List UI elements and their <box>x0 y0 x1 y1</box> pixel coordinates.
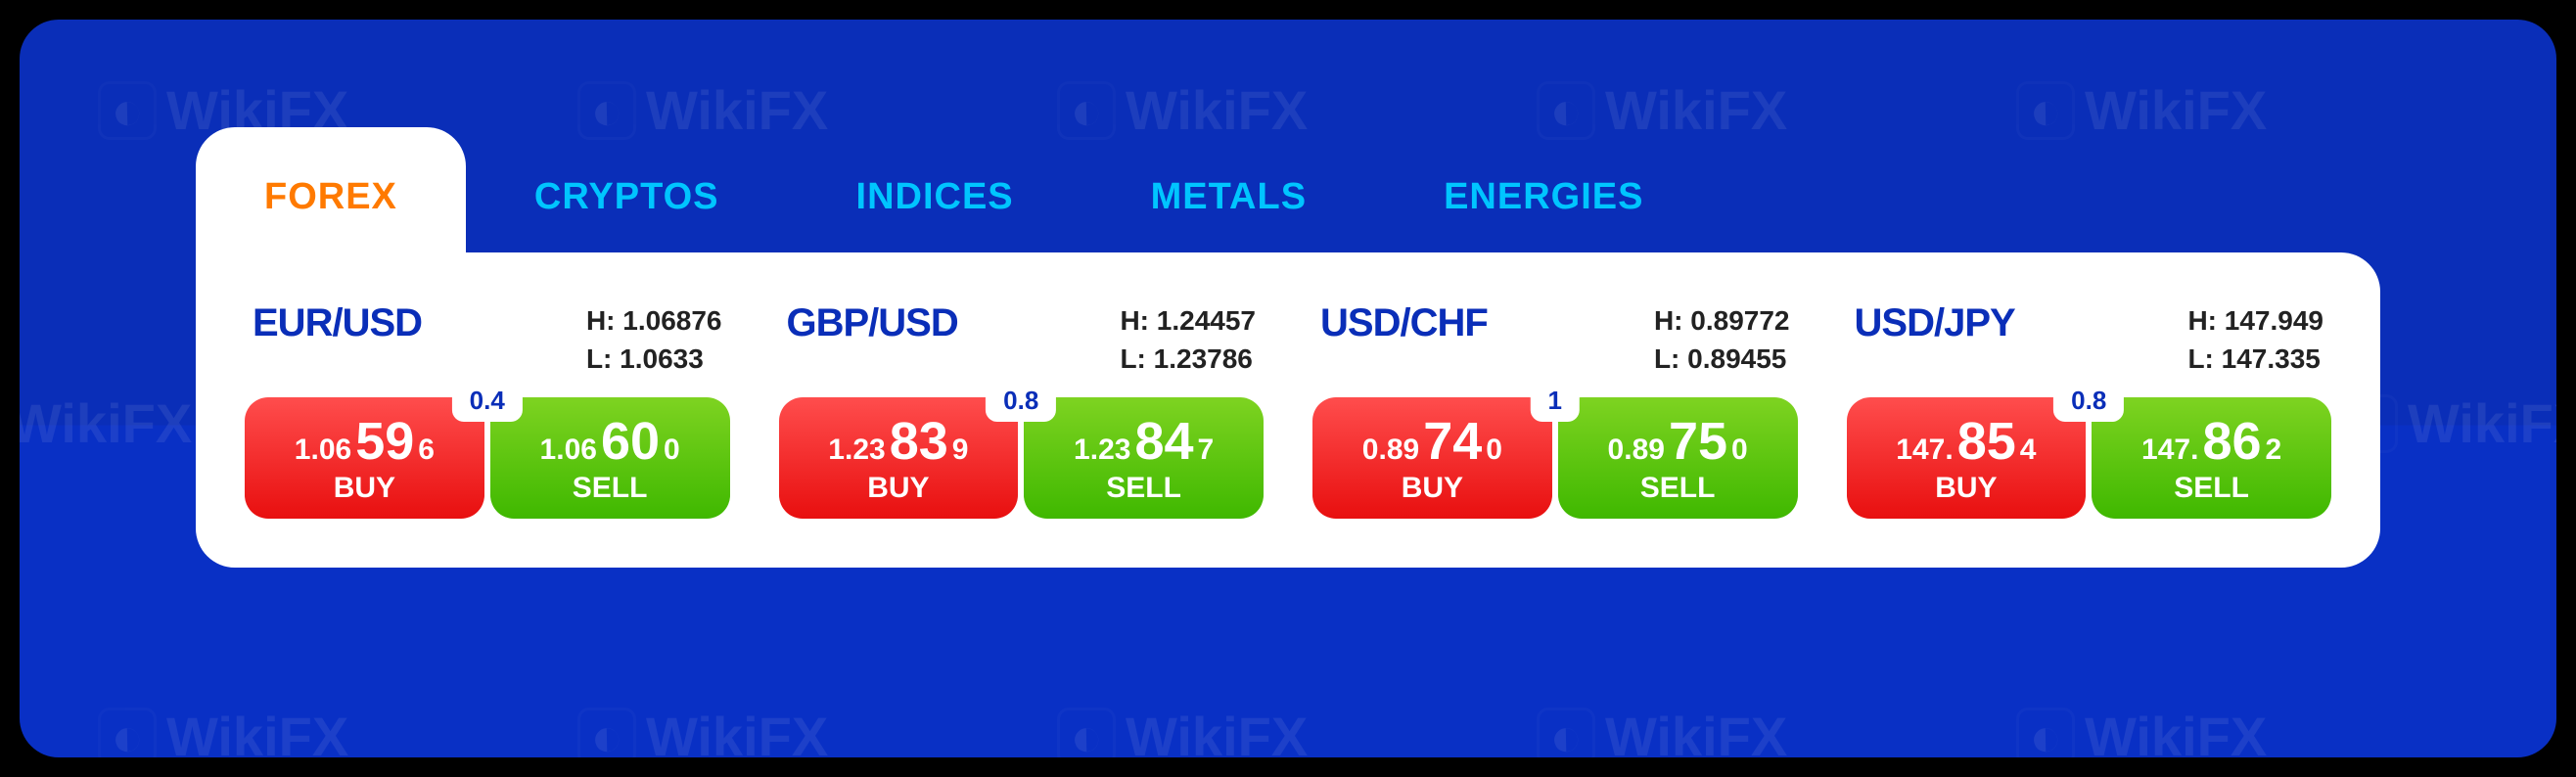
spread-badge: 0.8 <box>986 380 1056 422</box>
pair-high-low: H: 1.24457 L: 1.23786 <box>1120 301 1256 378</box>
tab-metals[interactable]: METALS <box>1082 142 1375 252</box>
pair-high-low: H: 147.949 L: 147.335 <box>2187 301 2323 378</box>
pair-name: USD/CHF <box>1320 301 1488 345</box>
sell-button[interactable]: 1.06 60 0 SELL <box>490 397 730 519</box>
sell-button[interactable]: 147. 86 2 SELL <box>2092 397 2331 519</box>
pair-header: USD/CHF H: 0.89772 L: 0.89455 <box>1312 301 1798 378</box>
tab-forex[interactable]: FOREX <box>196 127 466 252</box>
pair-header: USD/JPY H: 147.949 L: 147.335 <box>1847 301 2332 378</box>
spread-badge: 1 <box>1531 380 1580 422</box>
spread-badge: 0.4 <box>452 380 523 422</box>
buttons-wrap: 1 0.89 74 0 BUY 0.89 75 0 SELL <box>1312 397 1798 519</box>
pair-name: GBP/USD <box>787 301 958 345</box>
buy-button[interactable]: 1.23 83 9 BUY <box>779 397 1019 519</box>
buy-button[interactable]: 0.89 74 0 BUY <box>1312 397 1552 519</box>
tab-indices[interactable]: INDICES <box>788 142 1082 252</box>
sell-button[interactable]: 1.23 84 7 SELL <box>1024 397 1264 519</box>
pair-block: USD/JPY H: 147.949 L: 147.335 0.8 147. 8… <box>1847 301 2332 519</box>
buy-button[interactable]: 1.06 59 6 BUY <box>245 397 484 519</box>
tabs-row: FOREX CRYPTOS INDICES METALS ENERGIES <box>20 20 2556 252</box>
tab-energies[interactable]: ENERGIES <box>1375 142 1712 252</box>
pair-name: EUR/USD <box>253 301 422 345</box>
spread-badge: 0.8 <box>2053 380 2124 422</box>
buttons-wrap: 0.8 147. 85 4 BUY 147. 86 2 SELL <box>1847 397 2332 519</box>
pair-name: USD/JPY <box>1855 301 2015 345</box>
pair-header: EUR/USD H: 1.06876 L: 1.0633 <box>245 301 730 378</box>
pair-block: USD/CHF H: 0.89772 L: 0.89455 1 0.89 74 … <box>1312 301 1798 519</box>
sell-button[interactable]: 0.89 75 0 SELL <box>1558 397 1798 519</box>
pair-block: GBP/USD H: 1.24457 L: 1.23786 0.8 1.23 8… <box>779 301 1265 519</box>
pair-high-low: H: 0.89772 L: 0.89455 <box>1654 301 1790 378</box>
buy-button[interactable]: 147. 85 4 BUY <box>1847 397 2087 519</box>
trading-panel: ◐WikiFX ◐WikiFX ◐WikiFX ◐WikiFX ◐WikiFX … <box>20 20 2556 757</box>
tab-cryptos[interactable]: CRYPTOS <box>466 142 788 252</box>
pair-block: EUR/USD H: 1.06876 L: 1.0633 0.4 1.06 59… <box>245 301 730 519</box>
pair-header: GBP/USD H: 1.24457 L: 1.23786 <box>779 301 1265 378</box>
content-panel: EUR/USD H: 1.06876 L: 1.0633 0.4 1.06 59… <box>196 252 2380 568</box>
pair-high-low: H: 1.06876 L: 1.0633 <box>586 301 722 378</box>
buttons-wrap: 0.4 1.06 59 6 BUY 1.06 60 0 SELL <box>245 397 730 519</box>
buttons-wrap: 0.8 1.23 83 9 BUY 1.23 84 7 SELL <box>779 397 1265 519</box>
